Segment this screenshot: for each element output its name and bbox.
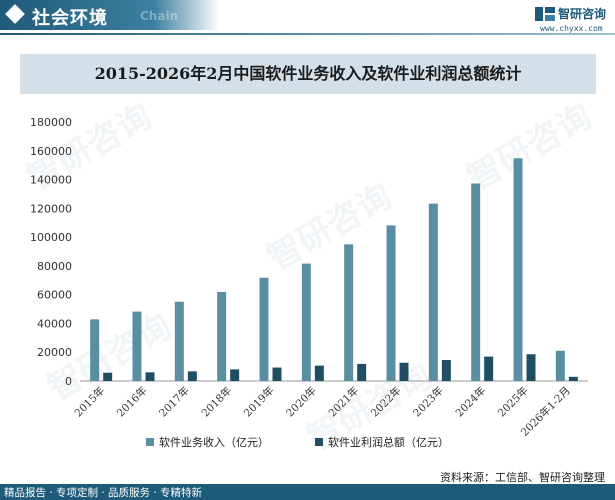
- y-tick-label: 140000: [30, 174, 72, 187]
- logo-text: 智研咨询: [558, 7, 607, 21]
- bar-profit: [484, 356, 494, 381]
- legend-swatch: [146, 438, 154, 446]
- bar-revenue: [386, 225, 396, 381]
- x-tick-label: 2018年: [199, 384, 235, 420]
- header-band: [0, 0, 220, 30]
- bar-profit: [145, 372, 155, 381]
- x-tick-label: 2017年: [156, 384, 192, 420]
- bar-chart: 0 20000 40000 60000 80000 100000 120000 140000 1…: [30, 116, 588, 449]
- y-tick-label: 0: [65, 375, 72, 388]
- x-tick-label: 2016年: [114, 384, 150, 420]
- legend-swatch: [315, 438, 323, 446]
- bar-revenue: [132, 311, 142, 381]
- bar-profit: [568, 376, 578, 381]
- bar-revenue: [90, 319, 100, 381]
- y-tick-label: 60000: [37, 289, 72, 302]
- bar-revenue: [259, 277, 269, 381]
- bar-revenue: [217, 291, 227, 381]
- bar-profit: [314, 365, 324, 381]
- chart-title: 2015-2026年2月中国软件业务收入及软件业利润总额统计: [94, 64, 522, 83]
- y-tick-label: 180000: [30, 116, 72, 129]
- y-tick-label: 120000: [30, 202, 72, 215]
- x-tick-label: 2022年: [368, 384, 404, 420]
- bar-profit: [357, 363, 367, 381]
- x-tick-label: 2019年: [241, 384, 277, 420]
- section-subtitle: Chain: [140, 9, 179, 23]
- footer-tagline: 精品报告 · 专项定制 · 品质服务 · 专精特新: [4, 487, 203, 499]
- footer: 资料来源：工信部、智研咨询整理 精品报告 · 专项定制 · 品质服务 · 专精特…: [0, 467, 615, 500]
- bar-revenue: [428, 203, 438, 381]
- footer-bar: 精品报告 · 专项定制 · 品质服务 · 专精特新: [0, 484, 615, 500]
- x-tick-label: 2021年: [326, 384, 362, 420]
- bar-revenue: [174, 301, 184, 381]
- bar-profit: [526, 354, 536, 381]
- bar-profit: [272, 367, 282, 381]
- x-tick-label: 2025年: [495, 384, 531, 420]
- y-tick-label: 80000: [37, 260, 72, 273]
- chart-title-box: 2015-2026年2月中国软件业务收入及软件业利润总额统计: [20, 54, 596, 94]
- x-tick-label: 2023年: [410, 384, 446, 420]
- x-tick-label: 2020年: [283, 384, 319, 420]
- bar-revenue: [555, 350, 565, 381]
- y-tick-label: 100000: [30, 231, 72, 244]
- x-tick-label: 2024年: [453, 384, 489, 420]
- bar-revenue: [344, 244, 354, 381]
- bar-profit: [441, 360, 451, 381]
- section-title: 社会环境: [32, 8, 108, 29]
- bar-profit: [187, 371, 197, 381]
- logo-icon: [535, 7, 555, 21]
- legend-label: 软件业务收入（亿元）: [159, 435, 269, 449]
- bar-profit: [230, 369, 240, 381]
- legend-label: 软件业利润总额（亿元）: [328, 435, 449, 449]
- bar-revenue: [471, 183, 481, 381]
- header-rule: [0, 33, 615, 35]
- source-note: 资料来源：工信部、智研咨询整理: [440, 471, 605, 484]
- bar-revenue: [301, 263, 311, 381]
- y-tick-label: 160000: [30, 145, 72, 158]
- bar-profit: [103, 372, 113, 381]
- y-tick-label: 20000: [37, 346, 72, 359]
- bar-profit: [399, 362, 409, 381]
- header: 社会环境 Chain 智研咨询 www.chyxx.com: [0, 0, 615, 36]
- logo-url: www.chyxx.com: [540, 24, 603, 33]
- x-tick-label: 2015年: [72, 384, 108, 420]
- y-tick-label: 40000: [37, 317, 72, 330]
- bar-revenue: [513, 158, 523, 381]
